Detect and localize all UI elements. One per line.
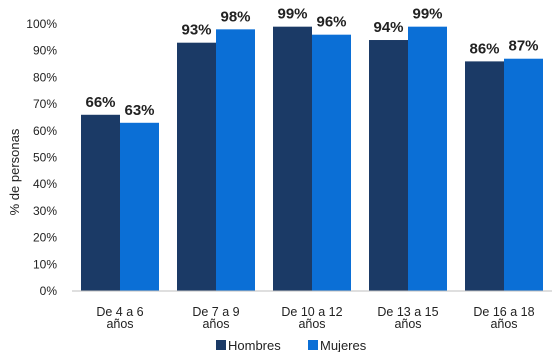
x-axis: De 4 a 6 años De 7 a 9 años De 10 a 12 años De… xyxy=(72,290,552,331)
bar-mujeres xyxy=(504,58,543,292)
y-tick-label: 60% xyxy=(33,124,57,138)
data-label: 99% xyxy=(412,6,442,23)
data-label: 94% xyxy=(373,19,403,36)
legend-label-hombres: Hombres xyxy=(228,338,281,352)
data-label: 63% xyxy=(124,102,154,119)
x-tick-label: De 13 a 15 años xyxy=(377,305,438,331)
bar-hombres xyxy=(81,114,120,291)
bar-hombres xyxy=(369,40,408,291)
x-tick-label: De 4 a 6 años xyxy=(96,305,143,331)
data-label: 86% xyxy=(469,40,499,57)
bar-mujeres xyxy=(408,26,447,291)
y-tick-label: 50% xyxy=(33,151,57,165)
bar-mujeres xyxy=(120,122,159,291)
y-tick-label: 70% xyxy=(33,97,57,111)
bar-hombres xyxy=(465,61,504,291)
data-label: 99% xyxy=(277,6,307,23)
legend: Hombres Mujeres xyxy=(216,338,367,352)
bars: 66% 63% 93% 98% 99% 96% 94% 99% 86% 87% xyxy=(81,6,543,292)
data-label: 87% xyxy=(508,38,538,55)
data-label: 66% xyxy=(85,94,115,111)
x-tick-label: De 16 a 18 años xyxy=(473,305,534,331)
x-tick-label: De 7 a 9 años xyxy=(192,305,239,331)
y-tick-label: 0% xyxy=(40,284,58,298)
legend-swatch-hombres xyxy=(216,340,226,350)
y-tick-label: 20% xyxy=(33,231,57,245)
legend-label-mujeres: Mujeres xyxy=(320,338,367,352)
bar-hombres xyxy=(177,42,216,291)
y-tick-label: 90% xyxy=(33,44,57,58)
x-tick-label: De 10 a 12 años xyxy=(281,305,342,331)
legend-swatch-mujeres xyxy=(308,340,318,350)
y-tick-label: 80% xyxy=(33,70,57,84)
y-tick-label: 10% xyxy=(33,257,57,271)
y-tick-label: 30% xyxy=(33,204,57,218)
data-label: 96% xyxy=(316,14,346,31)
y-axis: 0% 10% 20% 30% 40% 50% 60% 70% 80% 90% 100% xyxy=(26,17,57,298)
data-label: 93% xyxy=(181,22,211,39)
bar-hombres xyxy=(273,26,312,291)
bar-mujeres xyxy=(216,29,255,292)
y-tick-label: 100% xyxy=(26,17,57,31)
y-tick-label: 40% xyxy=(33,177,57,191)
data-label: 98% xyxy=(220,8,250,25)
y-axis-label: % de personas xyxy=(7,128,22,215)
bar-mujeres xyxy=(312,34,351,292)
